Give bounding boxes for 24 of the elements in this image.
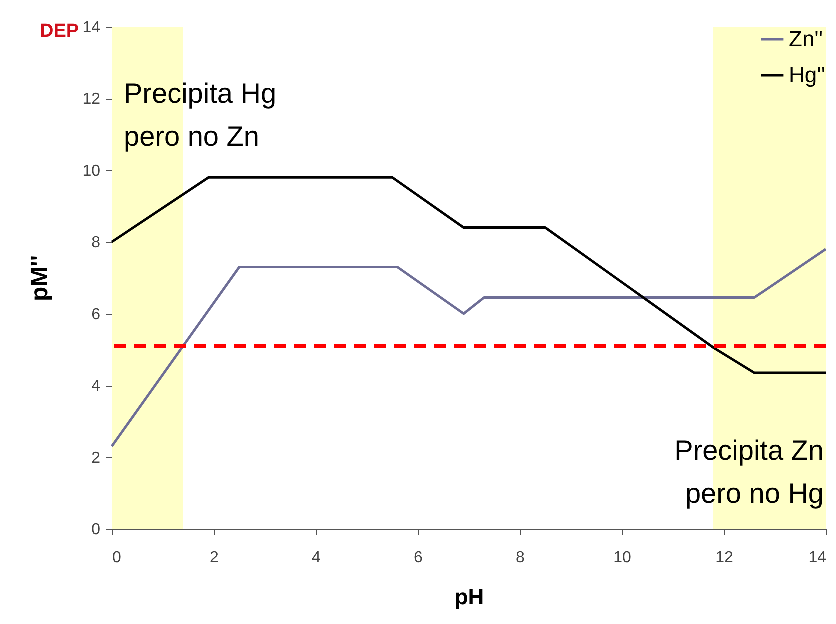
x-tick-label: 12 [716, 550, 734, 566]
annotation: Precipita Zn pero no Hg [674, 435, 824, 509]
annotation: Precipita Hg pero no Zn [124, 78, 277, 152]
text: DEP [40, 21, 80, 42]
x-tick-label: 4 [312, 550, 322, 566]
x-tick-label: 2 [210, 550, 220, 566]
y-tick-label: 2 [92, 450, 101, 467]
y-tick-label: 14 [82, 20, 101, 36]
x-tick-label: 10 [614, 550, 632, 566]
y-axis-title: pM'' [26, 255, 54, 302]
legend-label: Zn'' [789, 26, 824, 52]
y-tick-label: 8 [92, 234, 101, 252]
legend-label: Hg'' [789, 62, 826, 88]
y-tick-label: 0 [92, 522, 101, 538]
x-axis-title: pH [454, 584, 484, 610]
y-tick-label: 10 [82, 162, 101, 180]
y-tick-label: 6 [92, 306, 101, 324]
x-tick-label: 0 [112, 550, 122, 566]
y-tick-label: 4 [92, 378, 101, 396]
x-tick-label: 6 [414, 550, 424, 566]
x-tick-label: 8 [516, 550, 526, 566]
line-series [110, 176, 828, 374]
x-tick-label: 14 [808, 550, 827, 566]
y-tick-label: 12 [82, 91, 101, 108]
